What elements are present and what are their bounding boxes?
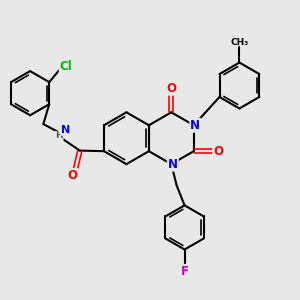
Text: O: O <box>68 169 77 182</box>
Text: N: N <box>61 125 70 135</box>
Text: N: N <box>190 119 200 132</box>
Text: F: F <box>181 265 189 278</box>
Text: Cl: Cl <box>60 60 72 73</box>
Text: O: O <box>214 145 224 158</box>
Text: O: O <box>166 82 176 95</box>
Text: H: H <box>56 131 63 140</box>
Text: CH₃: CH₃ <box>230 38 248 47</box>
Text: N: N <box>168 158 178 171</box>
